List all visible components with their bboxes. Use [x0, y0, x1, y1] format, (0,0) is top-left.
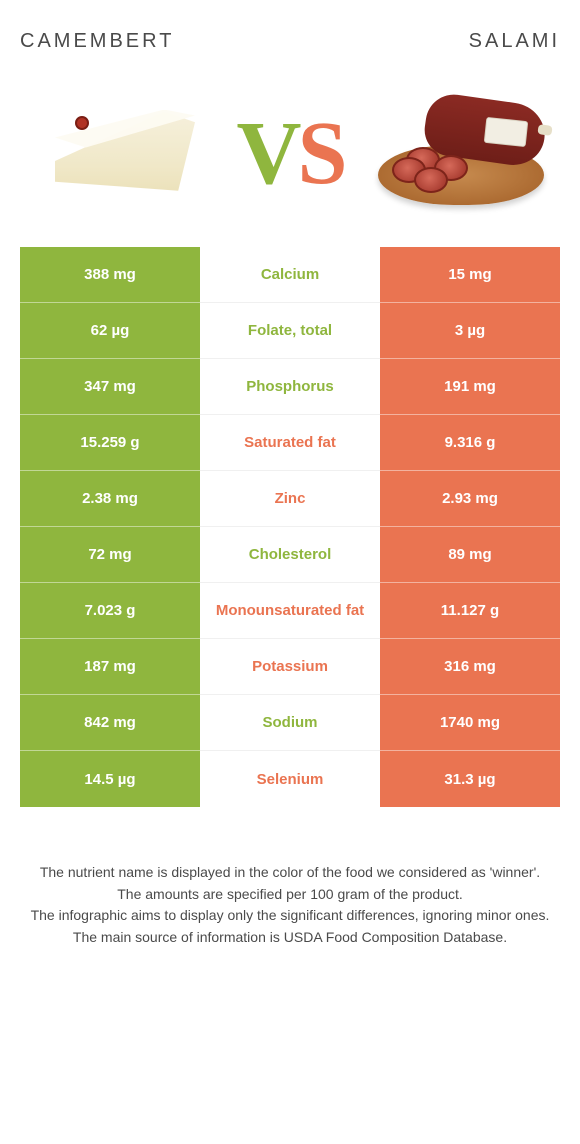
right-value-cell: 89 mg [380, 527, 560, 583]
footnote-line: The nutrient name is displayed in the co… [20, 862, 560, 884]
table-row: 7.023 gMonounsaturated fat11.127 g [20, 583, 560, 639]
left-value-cell: 2.38 mg [20, 471, 200, 527]
left-value-cell: 388 mg [20, 247, 200, 303]
nutrient-cell: Monounsaturated fat [200, 583, 380, 639]
table-row: 15.259 gSaturated fat9.316 g [20, 415, 560, 471]
table-row: 14.5 µgSelenium31.3 µg [20, 751, 560, 807]
nutrient-cell: Cholesterol [200, 527, 380, 583]
comparison-table: 388 mgCalcium15 mg62 µgFolate, total3 µg… [20, 247, 560, 807]
nutrient-cell: Potassium [200, 639, 380, 695]
table-row: 347 mgPhosphorus191 mg [20, 359, 560, 415]
hero-row: VS [20, 71, 560, 247]
left-value-cell: 62 µg [20, 303, 200, 359]
camembert-icon [45, 102, 195, 207]
left-food-image [30, 89, 210, 219]
right-value-cell: 1740 mg [380, 695, 560, 751]
table-row: 2.38 mgZinc2.93 mg [20, 471, 560, 527]
right-food-title: SALAMI [469, 30, 560, 53]
vs-right-letter: S [297, 109, 343, 199]
table-row: 388 mgCalcium15 mg [20, 247, 560, 303]
right-value-cell: 191 mg [380, 359, 560, 415]
nutrient-cell: Sodium [200, 695, 380, 751]
table-row: 72 mgCholesterol89 mg [20, 527, 560, 583]
left-value-cell: 7.023 g [20, 583, 200, 639]
right-value-cell: 316 mg [380, 639, 560, 695]
right-value-cell: 9.316 g [380, 415, 560, 471]
footnote-line: The infographic aims to display only the… [20, 905, 560, 927]
salami-icon [370, 97, 550, 212]
nutrient-cell: Folate, total [200, 303, 380, 359]
right-value-cell: 3 µg [380, 303, 560, 359]
right-value-cell: 11.127 g [380, 583, 560, 639]
footnotes: The nutrient name is displayed in the co… [0, 807, 580, 989]
footnote-line: The main source of information is USDA F… [20, 927, 560, 949]
nutrient-cell: Phosphorus [200, 359, 380, 415]
vs-left-letter: V [236, 109, 297, 199]
table-row: 62 µgFolate, total3 µg [20, 303, 560, 359]
left-value-cell: 72 mg [20, 527, 200, 583]
footnote-line: The amounts are specified per 100 gram o… [20, 884, 560, 906]
table-row: 842 mgSodium1740 mg [20, 695, 560, 751]
right-food-image [370, 89, 550, 219]
vs-label: VS [236, 109, 343, 199]
left-value-cell: 14.5 µg [20, 751, 200, 807]
right-value-cell: 31.3 µg [380, 751, 560, 807]
nutrient-cell: Calcium [200, 247, 380, 303]
nutrient-cell: Saturated fat [200, 415, 380, 471]
nutrient-cell: Selenium [200, 751, 380, 807]
title-row: CAMEMBERT SALAMI [0, 0, 580, 71]
table-row: 187 mgPotassium316 mg [20, 639, 560, 695]
right-value-cell: 15 mg [380, 247, 560, 303]
left-value-cell: 842 mg [20, 695, 200, 751]
left-value-cell: 187 mg [20, 639, 200, 695]
nutrient-cell: Zinc [200, 471, 380, 527]
left-value-cell: 15.259 g [20, 415, 200, 471]
right-value-cell: 2.93 mg [380, 471, 560, 527]
left-value-cell: 347 mg [20, 359, 200, 415]
left-food-title: CAMEMBERT [20, 30, 174, 53]
